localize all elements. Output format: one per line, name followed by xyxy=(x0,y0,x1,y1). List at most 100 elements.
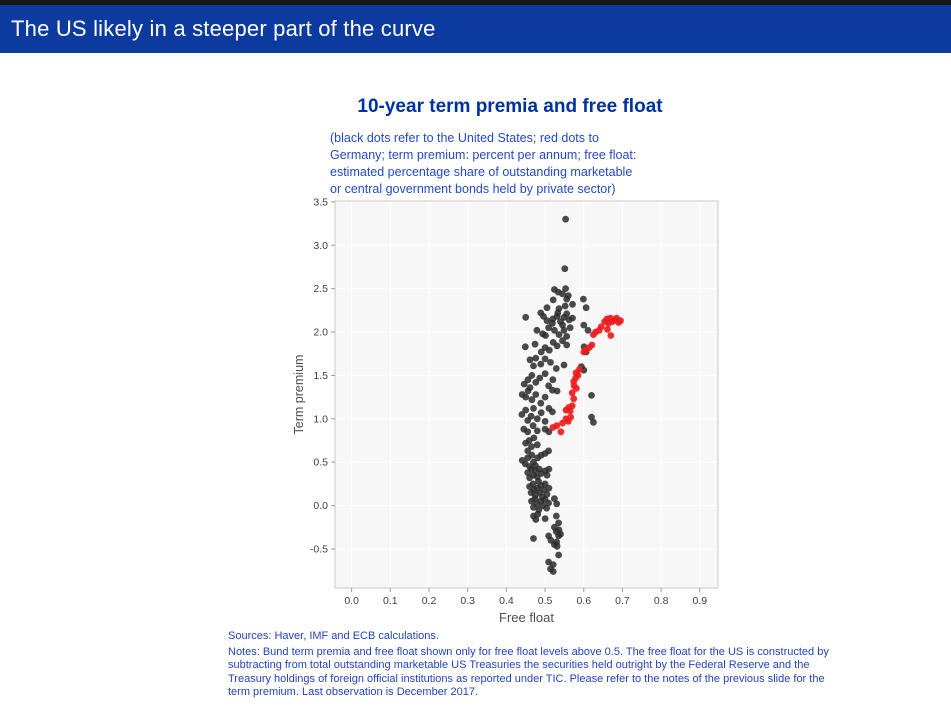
x-tick-label: 0.3 xyxy=(460,595,475,607)
data-point-united-states xyxy=(543,471,551,479)
data-point-germany xyxy=(566,407,574,415)
data-point-united-states xyxy=(533,415,541,423)
data-point-germany xyxy=(567,413,574,421)
data-point-united-states xyxy=(533,326,541,334)
data-point-united-states xyxy=(545,324,552,332)
slide-header: The US likely in a steeper part of the c… xyxy=(0,5,951,53)
data-point-united-states xyxy=(547,359,554,366)
data-point-germany xyxy=(597,323,605,331)
y-tick-label: 2.5 xyxy=(313,283,328,295)
data-point-united-states xyxy=(552,512,560,520)
x-tick-label: 0.5 xyxy=(538,595,553,607)
data-point-united-states xyxy=(522,313,530,321)
data-point-united-states xyxy=(534,510,542,518)
data-point-united-states xyxy=(530,362,537,370)
chart-area: 0.0 0.1 0.2 0.3 0.4 0.5 0.6 0.7 0.8 0.9 -0.5 0.0 0.5… xyxy=(290,195,728,630)
data-point-united-states xyxy=(559,321,566,329)
data-point-united-states xyxy=(537,409,545,417)
data-point-united-states xyxy=(537,360,545,368)
y-tick-label: -0.5 xyxy=(310,543,328,555)
data-point-united-states xyxy=(532,516,540,523)
y-tick-label: 3.5 xyxy=(313,196,328,208)
data-point-united-states xyxy=(537,399,545,407)
data-point-germany xyxy=(607,332,615,339)
data-point-united-states xyxy=(522,406,530,414)
x-tick-label: 0.1 xyxy=(383,595,398,607)
data-point-united-states xyxy=(545,447,552,455)
x-tick-label: 0.8 xyxy=(654,595,669,607)
data-point-united-states xyxy=(557,530,564,538)
data-point-united-states xyxy=(545,484,553,492)
data-point-united-states xyxy=(537,348,545,356)
data-point-united-states xyxy=(553,387,561,395)
data-point-united-states xyxy=(524,376,532,384)
slide-title: The US likely in a steeper part of the c… xyxy=(11,16,436,41)
data-point-united-states xyxy=(588,392,595,399)
window-top-border xyxy=(0,0,951,5)
data-point-united-states xyxy=(530,434,538,442)
data-point-united-states xyxy=(533,441,541,449)
data-point-germany xyxy=(573,385,580,392)
data-point-united-states xyxy=(560,361,568,369)
data-point-united-states xyxy=(543,490,551,498)
data-point-united-states xyxy=(555,551,562,559)
data-point-united-states xyxy=(531,495,539,502)
data-point-united-states xyxy=(549,296,557,304)
data-point-united-states xyxy=(559,290,566,298)
data-point-united-states xyxy=(555,331,563,338)
data-point-united-states xyxy=(543,504,550,512)
data-point-united-states xyxy=(588,413,595,421)
chart-title: 10-year term premia and free float xyxy=(357,96,663,117)
data-point-united-states xyxy=(531,340,539,348)
x-tick-label: 0.0 xyxy=(344,595,359,607)
data-point-united-states xyxy=(524,387,532,395)
x-tick-label: 0.7 xyxy=(615,595,630,607)
data-point-united-states xyxy=(545,382,552,390)
data-point-united-states xyxy=(582,304,590,312)
data-point-united-states xyxy=(559,337,566,345)
data-point-united-states xyxy=(580,321,588,329)
data-point-united-states xyxy=(569,300,576,308)
data-point-united-states xyxy=(584,326,592,334)
data-point-united-states xyxy=(543,317,551,325)
notes-text: Notes: Bund term premia and free float s… xyxy=(228,646,829,699)
data-point-united-states xyxy=(580,295,587,303)
data-point-united-states xyxy=(541,355,549,363)
data-point-united-states xyxy=(532,379,540,386)
data-point-united-states xyxy=(536,374,544,382)
data-point-united-states xyxy=(549,319,556,327)
data-point-united-states xyxy=(528,372,536,379)
data-point-united-states xyxy=(543,304,551,312)
data-point-united-states xyxy=(553,500,561,508)
y-tick-label: 1.5 xyxy=(313,370,328,382)
data-point-germany xyxy=(568,389,576,397)
scatter-plot: 0.0 0.1 0.2 0.3 0.4 0.5 0.6 0.7 0.8 0.9 -0.5 0.0 0.5… xyxy=(292,196,719,625)
data-point-united-states xyxy=(563,295,571,303)
data-point-united-states xyxy=(551,326,558,334)
data-point-united-states xyxy=(562,215,569,223)
data-point-germany xyxy=(576,365,583,373)
y-tick-label: 1.0 xyxy=(313,413,328,425)
data-point-united-states xyxy=(532,391,540,398)
data-point-united-states xyxy=(524,428,532,436)
data-point-united-states xyxy=(551,495,558,502)
data-point-united-states xyxy=(562,285,569,292)
data-point-united-states xyxy=(541,393,549,401)
data-point-united-states xyxy=(530,405,537,412)
data-point-united-states xyxy=(529,422,537,430)
data-point-united-states xyxy=(549,376,557,384)
x-tick-label: 0.6 xyxy=(576,595,591,607)
data-point-united-states xyxy=(549,408,556,416)
data-point-united-states xyxy=(529,480,537,488)
x-axis-label: Free float xyxy=(499,610,554,625)
footer: Sources: Haver, IMF and ECB calculations… xyxy=(228,629,934,700)
data-point-united-states xyxy=(561,302,569,310)
data-point-united-states xyxy=(527,412,535,420)
data-point-germany xyxy=(617,317,624,325)
data-point-united-states xyxy=(522,393,530,401)
y-tick-label: 3.0 xyxy=(313,240,328,252)
x-tick-label: 0.9 xyxy=(693,595,708,607)
data-point-united-states xyxy=(553,342,561,350)
data-point-united-states xyxy=(566,324,574,332)
data-point-united-states xyxy=(553,542,561,550)
